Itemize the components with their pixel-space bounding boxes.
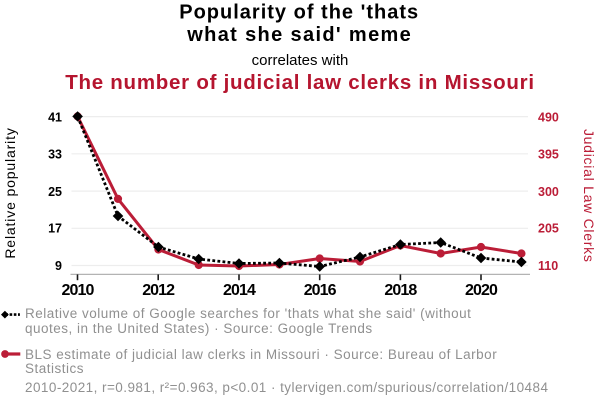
svg-text:25: 25 [48, 185, 62, 199]
svg-text:Relative volume of Google sear: Relative volume of Google searches for '… [25, 306, 471, 321]
svg-text:110: 110 [538, 259, 558, 273]
svg-text:2020: 2020 [465, 282, 498, 299]
svg-text:what she said' meme: what she said' meme [186, 24, 412, 46]
svg-text:33: 33 [48, 148, 62, 162]
svg-text:2010: 2010 [62, 282, 95, 299]
svg-text:300: 300 [538, 185, 559, 199]
svg-text:BLS estimate of judicial law c: BLS estimate of judicial law clerks in M… [25, 347, 497, 362]
svg-text:correlates with: correlates with [252, 52, 349, 69]
svg-text:quotes, in the United States): quotes, in the United States) · Source: … [25, 321, 373, 336]
svg-text:2010-2021, r=0.981, r²=0.963,: 2010-2021, r=0.981, r²=0.963, p<0.01 · t… [25, 380, 548, 395]
svg-text:Judicial Law Clerks: Judicial Law Clerks [581, 129, 597, 263]
svg-text:Relative popularity: Relative popularity [2, 127, 18, 258]
svg-text:2012: 2012 [142, 282, 175, 299]
svg-text:Statistics: Statistics [25, 361, 84, 376]
svg-text:2016: 2016 [304, 282, 337, 299]
svg-text:Popularity of the 'thats: Popularity of the 'thats [179, 2, 419, 24]
svg-text:490: 490 [538, 110, 559, 124]
svg-text:395: 395 [538, 148, 559, 162]
svg-text:2014: 2014 [223, 282, 256, 299]
svg-text:17: 17 [48, 222, 62, 236]
svg-text:205: 205 [538, 222, 559, 236]
svg-text:The number of judicial law cle: The number of judicial law clerks in Mis… [65, 71, 535, 94]
svg-text:41: 41 [48, 110, 62, 124]
svg-text:9: 9 [55, 259, 62, 273]
svg-text:2018: 2018 [384, 282, 417, 299]
